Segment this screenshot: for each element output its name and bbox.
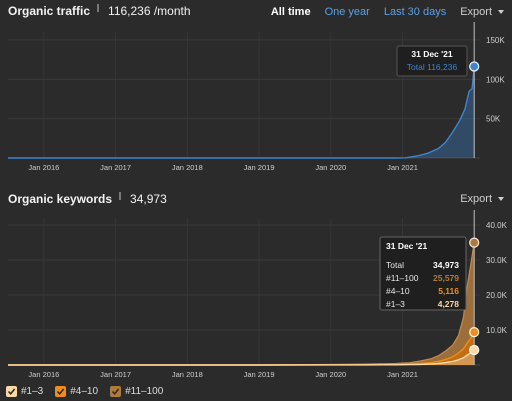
line-top3 (8, 349, 475, 366)
traffic-chart[interactable]: 50K 100K 150K Jan 2016 Jan 2017 Jan 2018 Jan 2… (0, 22, 512, 200)
keywords-chart[interactable]: 10.0K 20.0K 30.0K 40.0K Jan 2016 Jan 2017 Jan … (0, 210, 512, 385)
x-tick-label: Jan 2020 (315, 370, 346, 379)
traffic-tooltip (396, 45, 468, 77)
chevron-down-icon (498, 197, 504, 201)
y-tick-label: 30.0K (486, 256, 508, 265)
x-tick-label: Jan 2017 (100, 370, 131, 379)
traffic-export-button[interactable]: Export (460, 6, 504, 18)
tooltip-row-label: #1–3 (386, 299, 405, 309)
checkbox-icon[interactable] (6, 386, 17, 397)
legend-label-4-10: #4–10 (70, 386, 99, 397)
legend-item-11-100[interactable]: #11–100 (110, 386, 163, 397)
tooltip-row-value: 5,116 (438, 286, 459, 296)
x-tick-label: Jan 2017 (100, 163, 131, 172)
x-tick-label: Jan 2018 (172, 370, 203, 379)
x-tick-label: Jan 2016 (28, 370, 59, 379)
keywords-value: 34,973 (130, 192, 167, 206)
legend-item-4-10[interactable]: #4–10 (55, 386, 98, 397)
tooltip-row-value: 34,973 (433, 260, 459, 270)
keywords-legend: #1–3 #4–10 #11–100 (6, 386, 163, 397)
traffic-export-label: Export (460, 6, 492, 18)
x-tick-label: Jan 2020 (315, 163, 346, 172)
legend-label-top3: #1–3 (21, 386, 44, 397)
legend-label-11-100: #11–100 (125, 386, 164, 397)
keywords-actions: Export (460, 189, 504, 209)
area-4-10 (8, 332, 475, 365)
tab-last-30-days[interactable]: Last 30 days (383, 6, 447, 18)
keywords-title: Organic keywords (8, 192, 113, 206)
traffic-area (8, 66, 475, 158)
y-tick-label: 10.0K (486, 326, 508, 335)
line-4-10 (8, 331, 475, 366)
tooltip-row-label: #11–100 (386, 273, 419, 283)
tooltip-row-label: #4–10 (386, 286, 410, 296)
point-top3 (469, 344, 480, 356)
tab-all-time[interactable]: All time (270, 6, 311, 18)
x-tick-label: Jan 2021 (387, 370, 418, 379)
y-tick-label: 100K (486, 75, 505, 84)
tooltip-row-value: 4,278 (438, 299, 460, 309)
y-tick-label: 50K (486, 115, 501, 124)
point-11-100 (469, 237, 480, 248)
point-4-10 (469, 326, 480, 338)
keywords-export-button[interactable]: Export (460, 193, 504, 205)
checkbox-icon[interactable] (55, 386, 67, 397)
x-tick-label: Jan 2019 (244, 163, 275, 172)
tooltip-row-label: Total (386, 260, 404, 270)
tooltip-row-value: 25,579 (433, 273, 459, 283)
tooltip-date: 31 Dec '21 (411, 49, 453, 59)
y-tick-label: 150K (486, 36, 505, 45)
x-tick-label: Jan 2019 (244, 370, 275, 379)
chevron-down-icon (498, 10, 504, 14)
tooltip-date: 31 Dec '21 (386, 241, 428, 251)
tab-one-year[interactable]: One year (324, 6, 370, 18)
keywords-tooltip (379, 236, 467, 311)
keywords-header: Organic keywords 34,973 (8, 189, 167, 209)
traffic-point (469, 61, 480, 72)
x-tick-label: Jan 2018 (172, 163, 203, 172)
traffic-value: 116,236 /month (108, 4, 191, 18)
range-tabs: All time One year Last 30 days Export (271, 2, 504, 22)
keywords-export-label: Export (460, 193, 492, 205)
info-icon[interactable] (116, 192, 124, 200)
legend-item-top3[interactable]: #1–3 (6, 386, 43, 397)
y-tick-label: 20.0K (486, 291, 508, 300)
traffic-header: Organic traffic 116,236 /month (8, 1, 191, 21)
x-tick-label: Jan 2016 (28, 163, 59, 172)
checkbox-icon[interactable] (110, 386, 122, 397)
traffic-line (8, 66, 475, 159)
y-tick-label: 40.0K (486, 221, 508, 230)
info-icon[interactable] (94, 4, 102, 12)
traffic-title: Organic traffic (8, 4, 91, 18)
x-tick-label: Jan 2021 (387, 163, 418, 172)
tooltip-total: Total 116,236 (407, 62, 458, 72)
